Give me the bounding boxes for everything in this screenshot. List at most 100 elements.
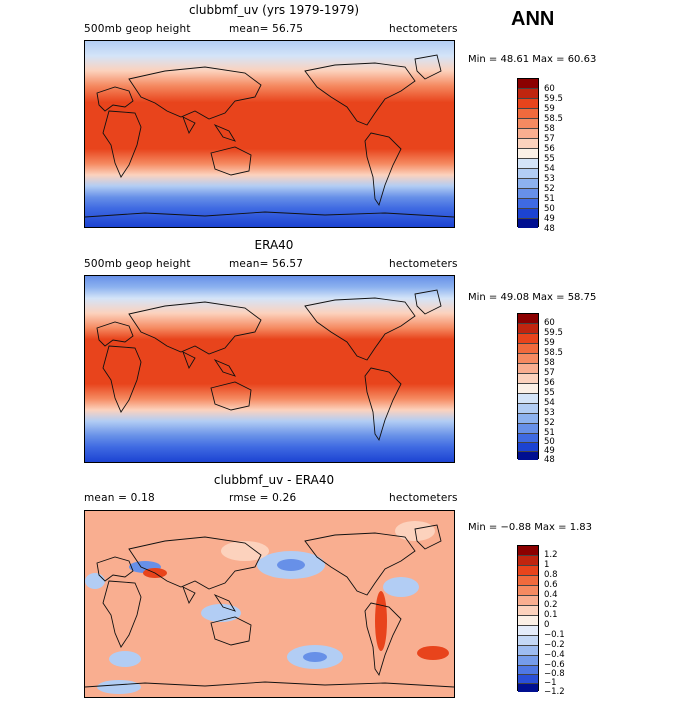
cbar1-swatch <box>518 219 538 228</box>
cbar3-label: 0.2 <box>544 600 558 610</box>
panel2-mean-label: mean= 56.57 <box>229 258 304 270</box>
panel2-colorbar <box>517 313 539 460</box>
panel1-mean-label: mean= 56.75 <box>229 23 304 35</box>
cbar1-swatch <box>518 189 538 199</box>
cbar3-swatch <box>518 646 538 656</box>
cbar3-label: 0 <box>544 620 550 630</box>
cbar2-swatch <box>518 443 538 452</box>
panel3-rmse-label: rmse = 0.26 <box>229 492 297 504</box>
cbar2-label: 59 <box>544 338 555 348</box>
cbar1-swatch <box>518 209 538 219</box>
cbar2-swatch <box>518 434 538 443</box>
cbar2-label: 57 <box>544 368 555 378</box>
panel1-colorbar <box>517 78 539 228</box>
cbar3-label: 0.6 <box>544 580 558 590</box>
cbar3-swatch <box>518 675 538 684</box>
panel3-map <box>84 510 455 698</box>
cbar3-swatch <box>518 556 538 566</box>
cbar2-swatch <box>518 364 538 374</box>
panel2-minmax: Min = 49.08 Max = 58.75 <box>468 292 597 303</box>
cbar3-swatch <box>518 606 538 616</box>
cbar1-swatch <box>518 179 538 189</box>
cbar1-swatch <box>518 99 538 109</box>
cbar1-swatch <box>518 79 538 89</box>
cbar1-label: 51 <box>544 194 555 204</box>
cbar3-label: −0.2 <box>544 640 565 650</box>
cbar3-swatch <box>518 656 538 666</box>
panel1-map-svg <box>84 41 455 227</box>
cbar2-label: 52 <box>544 418 555 428</box>
cbar2-swatch <box>518 334 538 344</box>
cbar2-label: 53 <box>544 408 555 418</box>
cbar1-swatch <box>518 159 538 169</box>
cbar2-label: 59.5 <box>544 328 563 338</box>
panel3-minmax: Min = −0.88 Max = 1.83 <box>468 522 592 533</box>
cbar1-label: 49 <box>544 214 555 224</box>
cbar2-swatch <box>518 424 538 434</box>
cbar3-swatch <box>518 684 538 692</box>
cbar1-label: 60 <box>544 84 555 94</box>
cbar3-swatch <box>518 576 538 586</box>
panel2-map <box>84 275 455 463</box>
cbar1-label: 53 <box>544 174 555 184</box>
cbar3-swatch <box>518 596 538 606</box>
cbar3-label: −0.4 <box>544 650 565 660</box>
cbar3-label: 0.8 <box>544 570 558 580</box>
cbar3-swatch <box>518 566 538 576</box>
cbar1-label: 59 <box>544 104 555 114</box>
cbar2-swatch <box>518 384 538 394</box>
panel1-title: clubbmf_uv (yrs 1979-1979) <box>188 3 360 17</box>
cbar2-label: 60 <box>544 318 555 328</box>
cbar3-swatch <box>518 586 538 596</box>
cbar1-label: 55 <box>544 154 555 164</box>
cbar2-swatch <box>518 394 538 404</box>
cbar2-swatch <box>518 414 538 424</box>
panel1-left-label: 500mb geop height <box>84 23 191 35</box>
cbar2-label: 55 <box>544 388 555 398</box>
cbar1-label: 58 <box>544 124 555 134</box>
cbar3-label: −1 <box>544 678 557 688</box>
panel2-units: hectometers <box>389 258 458 270</box>
cbar1-label: 54 <box>544 164 555 174</box>
panel1-map <box>84 40 455 228</box>
cbar1-swatch <box>518 119 538 129</box>
panel1-units: hectometers <box>389 23 458 35</box>
panel2-title: ERA40 <box>254 238 294 252</box>
cbar2-swatch <box>518 354 538 364</box>
cbar1-swatch <box>518 109 538 119</box>
cbar3-label: −0.6 <box>544 660 565 670</box>
cbar1-label: 57 <box>544 134 555 144</box>
panel1-minmax: Min = 48.61 Max = 60.63 <box>468 54 597 65</box>
cbar1-swatch <box>518 129 538 139</box>
cbar2-label: 58 <box>544 358 555 368</box>
cbar3-swatch <box>518 636 538 646</box>
cbar1-label: 58.5 <box>544 114 563 124</box>
cbar1-swatch <box>518 89 538 99</box>
cbar1-label: 50 <box>544 204 555 214</box>
cbar2-swatch <box>518 324 538 334</box>
cbar3-label: −0.1 <box>544 630 565 640</box>
panel3-map-svg <box>84 511 455 697</box>
cbar2-label: 54 <box>544 398 555 408</box>
cbar2-label: 51 <box>544 428 555 438</box>
panel3-title: clubbmf_uv - ERA40 <box>213 473 335 487</box>
cbar2-swatch <box>518 344 538 354</box>
cbar3-label: −1.2 <box>544 687 565 697</box>
cbar1-swatch <box>518 169 538 179</box>
panel2-map-svg <box>85 276 454 462</box>
cbar3-label: 0.1 <box>544 610 558 620</box>
cbar2-swatch <box>518 452 538 460</box>
cbar1-label: 52 <box>544 184 555 194</box>
cbar1-label: 48 <box>544 224 555 234</box>
cbar1-label: 56 <box>544 144 555 154</box>
cbar2-label: 50 <box>544 437 555 447</box>
cbar3-swatch <box>518 626 538 636</box>
cbar3-swatch <box>518 666 538 675</box>
cbar2-label: 49 <box>544 446 555 456</box>
season-label: ANN <box>511 8 555 30</box>
cbar1-label: 59.5 <box>544 94 563 104</box>
panel3-units: hectometers <box>389 492 458 504</box>
cbar2-label: 56 <box>544 378 555 388</box>
cbar2-label: 48 <box>544 455 555 465</box>
cbar3-label: 0.4 <box>544 590 558 600</box>
